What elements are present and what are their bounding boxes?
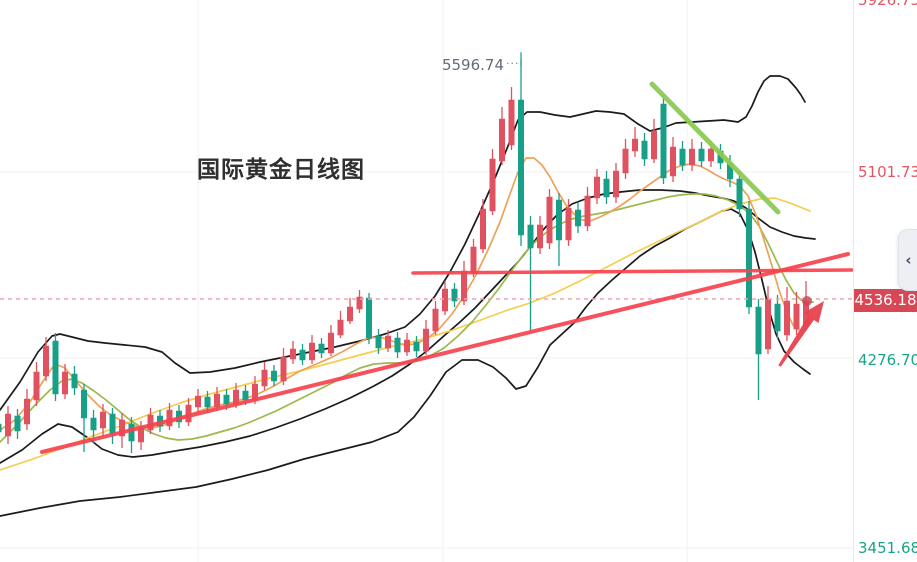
resistance-line: [411, 268, 854, 275]
last-price-dot: [802, 296, 812, 306]
candle-body: [5, 413, 11, 437]
candle-body: [575, 209, 581, 227]
candle-body: [52, 340, 59, 395]
candle-body: [318, 343, 325, 354]
candle-body: [109, 413, 116, 435]
candle-body: [698, 148, 705, 162]
candle-body: [480, 208, 486, 250]
axis-price-label: 4276.70: [858, 351, 917, 369]
candle-body: [195, 395, 201, 408]
candle-body: [613, 170, 619, 198]
candle-body: [499, 118, 505, 162]
candle-body: [765, 298, 771, 350]
candle-body: [774, 303, 781, 332]
swing-high-price-label: 5596.74 ····: [398, 56, 524, 74]
candle-body: [328, 332, 334, 354]
candle-body: [43, 345, 49, 377]
candle-body: [394, 337, 401, 353]
candle-body: [214, 393, 220, 408]
candle-body: [280, 356, 287, 382]
candle-body: [736, 178, 743, 210]
candle-body: [261, 369, 268, 387]
candle-body: [651, 130, 657, 160]
candle-body: [793, 303, 800, 330]
candle-body: [489, 158, 496, 212]
candle-body: [679, 148, 686, 166]
ma-fast-line: [0, 157, 813, 431]
candle-body: [356, 296, 363, 310]
candle-body: [641, 140, 648, 160]
candle-body: [24, 398, 30, 425]
candle-body: [746, 208, 752, 308]
candle-body: [708, 148, 714, 162]
candle-body: [755, 306, 762, 355]
bollinger-upper-band-line: [0, 75, 806, 411]
descending-trendline: [649, 81, 781, 215]
candle-body: [62, 371, 68, 395]
candle-body: [527, 224, 534, 249]
candle-body: [271, 370, 277, 382]
candle-body: [147, 414, 154, 431]
collapse-panel-tab[interactable]: ‹: [898, 229, 917, 291]
candle-body: [451, 288, 458, 302]
candle-body: [366, 297, 372, 339]
candle-body: [347, 306, 353, 322]
candle-body: [423, 328, 429, 352]
swing-high-value: 5596.74: [441, 56, 504, 74]
candle-body: [565, 207, 572, 241]
chart-title: 国际黄金日线图: [197, 157, 365, 183]
candle-body: [689, 148, 695, 166]
candle-body: [784, 300, 790, 336]
candle-body: [223, 394, 230, 405]
candle-body: [556, 199, 562, 241]
candle-body: [508, 99, 515, 146]
candle-body: [413, 341, 420, 352]
candle-body: [670, 146, 676, 177]
candle-body: [432, 308, 439, 332]
breakout-arrow: [778, 301, 824, 367]
candle-body: [537, 224, 543, 249]
candle-body: [470, 246, 477, 274]
candle-body: [660, 103, 667, 179]
support-trendline: [40, 252, 850, 454]
candle-body: [584, 195, 591, 227]
candle-body: [290, 348, 296, 360]
ma-mid-line: [0, 193, 814, 443]
candle-body: [309, 342, 315, 361]
candle-body: [594, 176, 600, 199]
candle-body: [81, 389, 87, 419]
leader-dots-icon: ····: [506, 56, 524, 70]
current-price-badge: 4536.18: [854, 289, 917, 312]
candle-body: [518, 99, 524, 236]
candle-body: [242, 390, 249, 401]
candle-body: [461, 270, 467, 302]
candle-body: [337, 319, 344, 336]
candle-body: [546, 196, 553, 244]
candle-body: [442, 288, 448, 312]
candle-body: [375, 335, 382, 349]
axis-price-label: 3451.68: [858, 539, 917, 557]
candle-body: [603, 178, 610, 198]
candle-body: [100, 411, 106, 429]
candle-body: [90, 417, 97, 431]
candle-body: [404, 339, 410, 353]
axis-price-label: 5101.73: [858, 163, 917, 181]
candle-body: [632, 138, 638, 152]
price-axis-divider: [853, 0, 854, 562]
candle-body: [204, 396, 211, 408]
candle-body: [0, 423, 2, 433]
candle-body: [385, 335, 391, 349]
candle-body: [14, 415, 21, 432]
candle-body: [622, 148, 629, 174]
candle-body: [71, 373, 78, 389]
chevron-left-icon: ‹: [905, 250, 912, 269]
candle-body: [33, 371, 40, 401]
candle-body: [166, 409, 173, 427]
candle-body: [299, 349, 306, 361]
axis-price-label: 5926.75: [858, 0, 917, 9]
candle-body: [119, 419, 125, 437]
